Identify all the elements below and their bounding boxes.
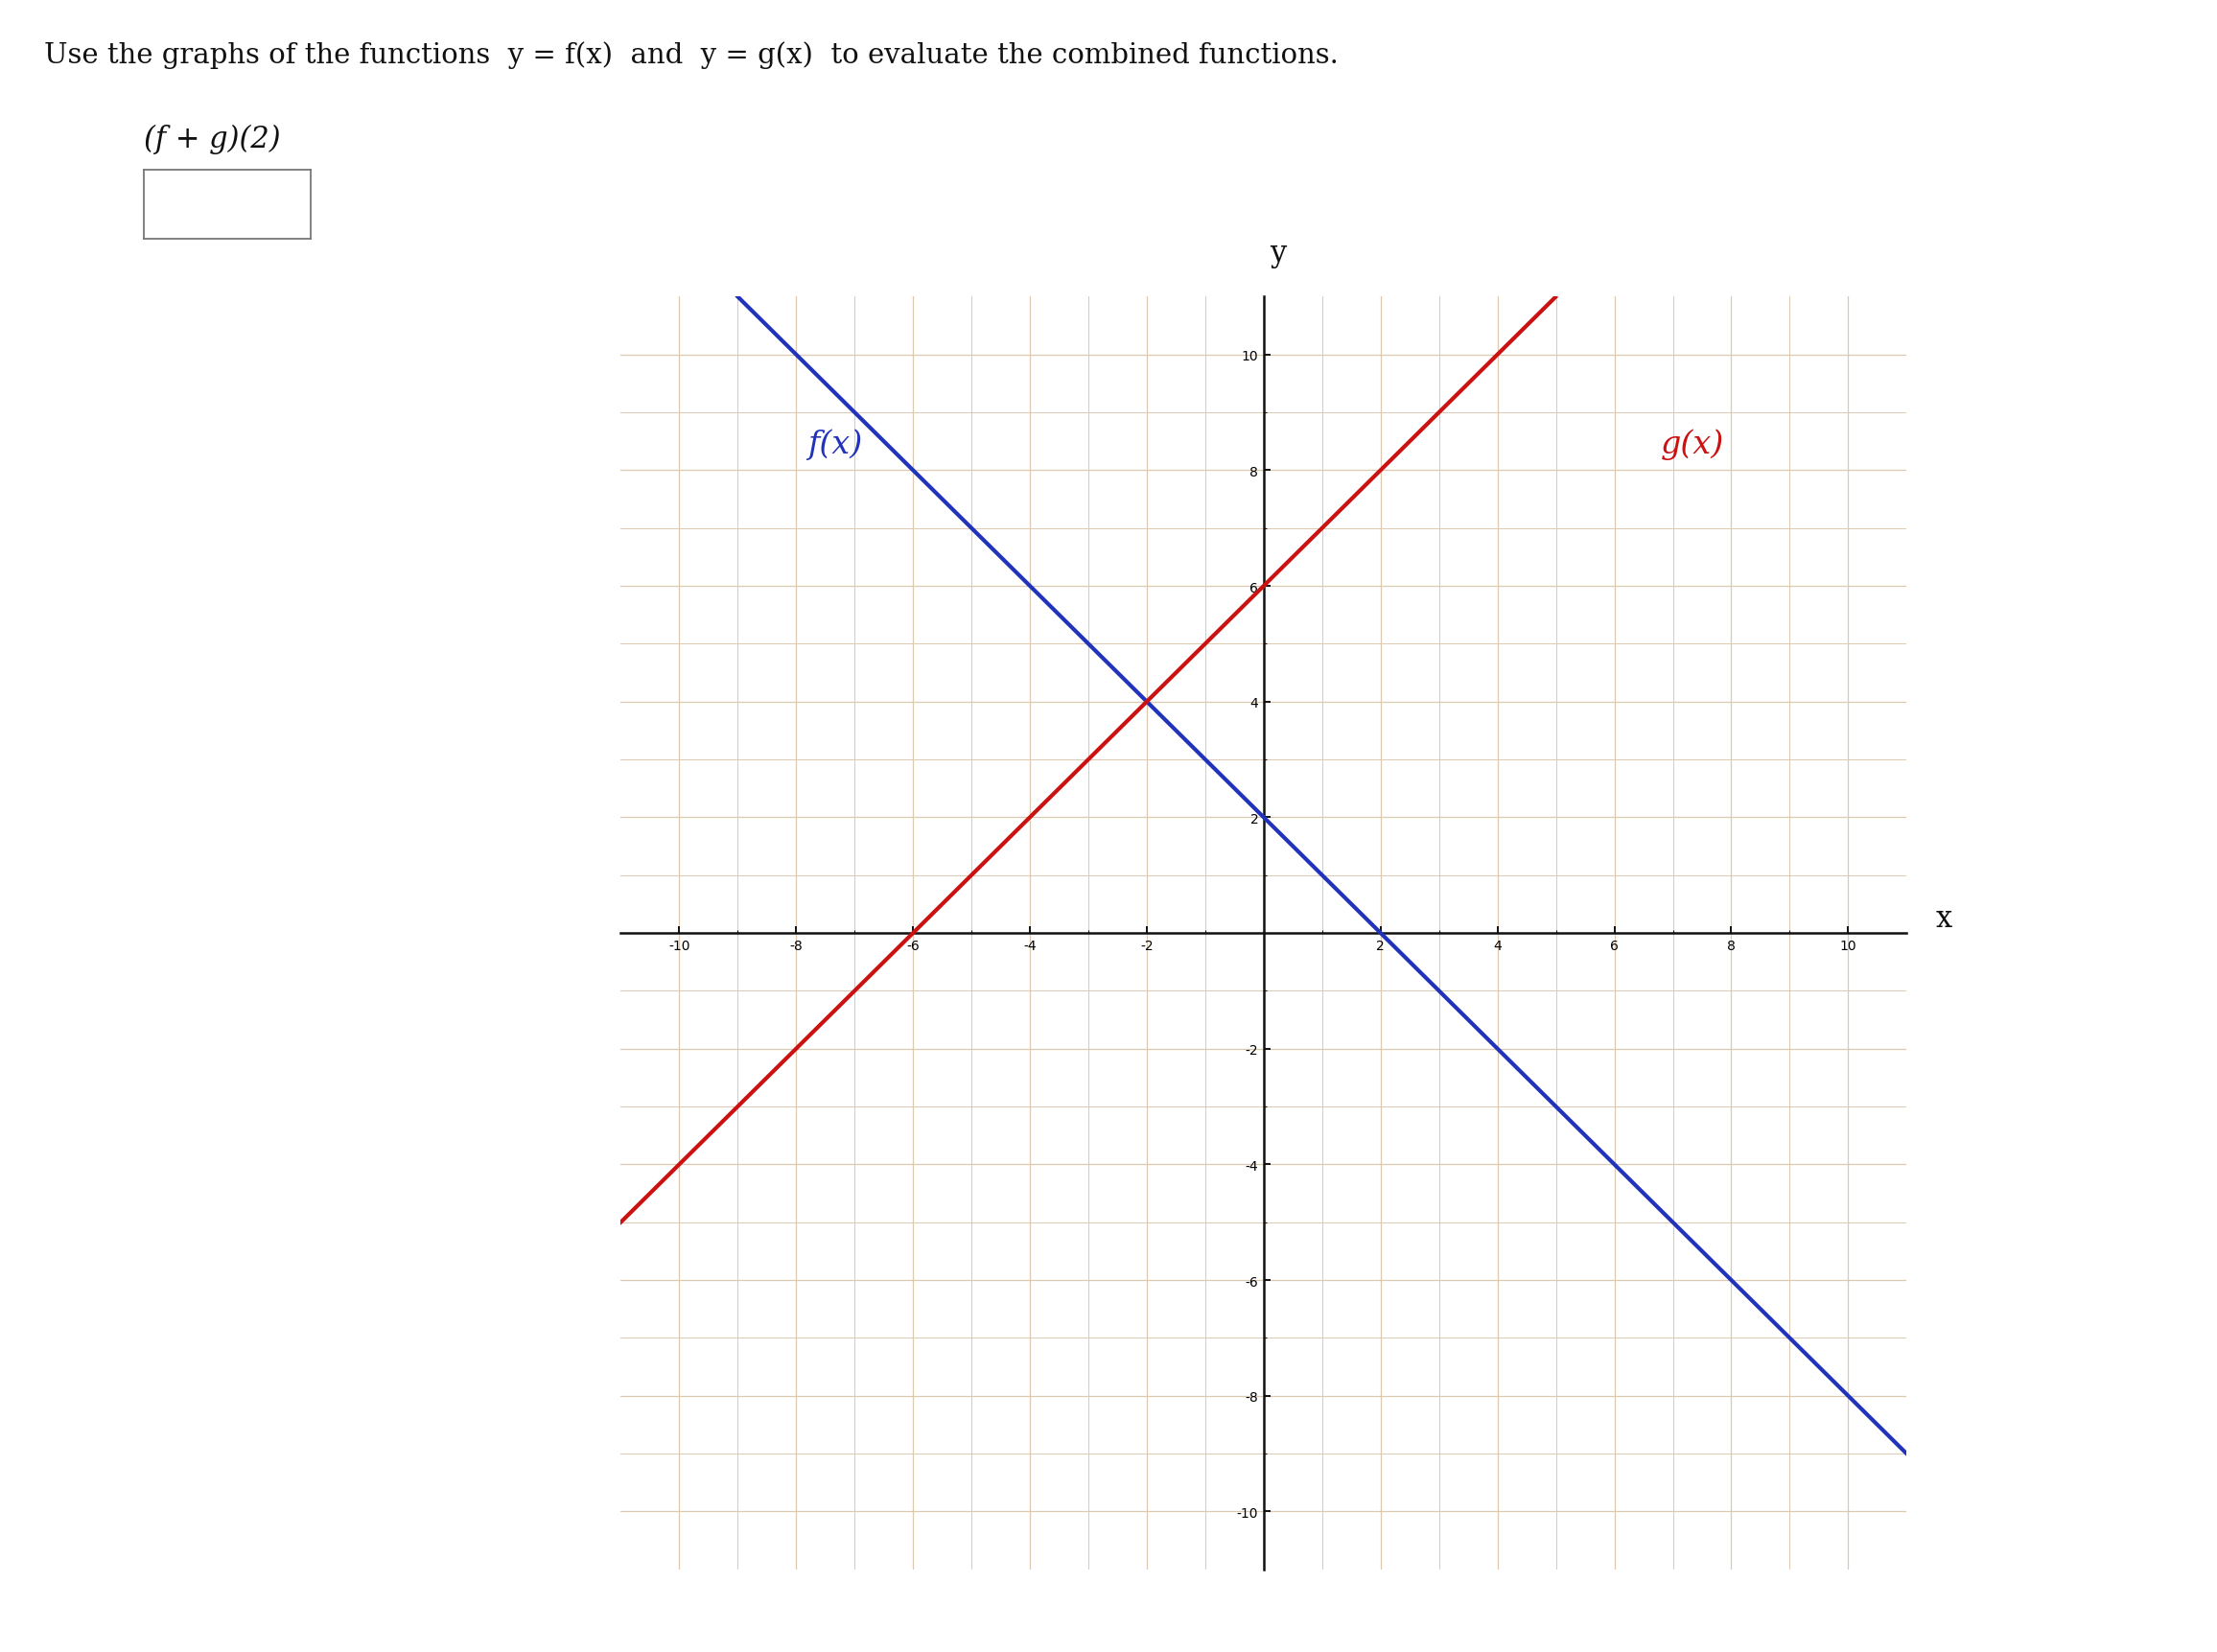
- Text: y: y: [1270, 240, 1286, 269]
- Text: x: x: [1935, 904, 1953, 933]
- Text: g(x): g(x): [1661, 430, 1725, 461]
- Text: (f + g)(2): (f + g)(2): [144, 124, 282, 154]
- Text: f(x): f(x): [807, 430, 862, 461]
- Text: Use the graphs of the functions  y = f(x)  and  y = g(x)  to evaluate the combin: Use the graphs of the functions y = f(x)…: [44, 41, 1339, 69]
